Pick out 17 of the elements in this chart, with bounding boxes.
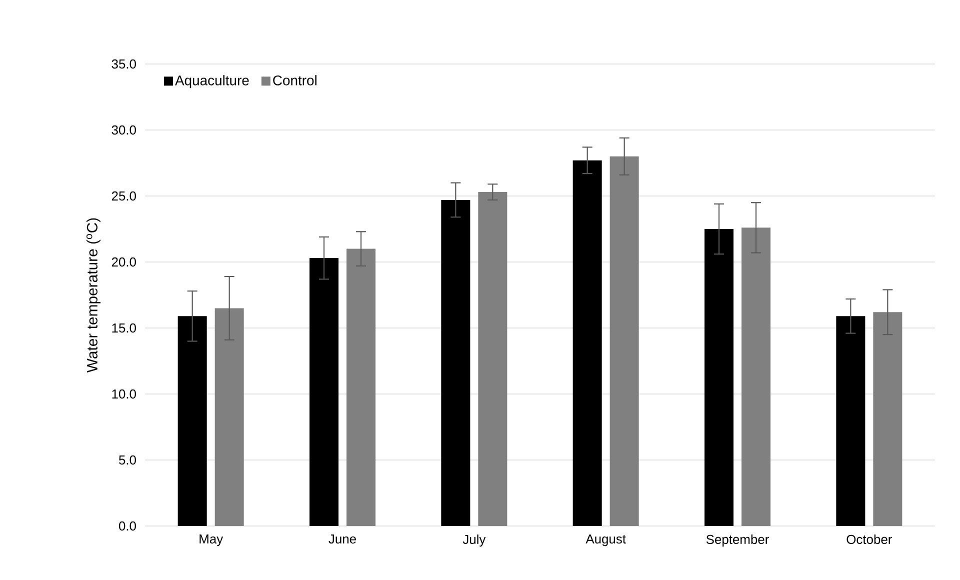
x-tick-label: June [328, 534, 356, 544]
y-tick-label: 10.0 [112, 389, 136, 399]
x-tick-label: July [462, 534, 486, 547]
y-tick-label: 25.0 [112, 191, 136, 201]
x-tick-label: September [706, 534, 769, 547]
y-tick-label: 5.0 [118, 455, 136, 465]
legend-label: Aquaculture [175, 75, 249, 88]
x-tick-label: May [200, 534, 224, 546]
x-tick-label: August [586, 534, 626, 546]
y-tick-label: 35.0 [112, 59, 136, 69]
x-tick-label: October [846, 534, 892, 544]
y-tick-label: 0.0 [118, 521, 136, 531]
y-tick-label: 30.0 [112, 125, 136, 135]
legend-label: Control [273, 75, 316, 86]
y-tick-label: 15.0 [112, 323, 136, 333]
y-axis-title: Water temperature ($^{o}$C) [86, 218, 100, 373]
y-tick-label: 20.0 [112, 257, 136, 267]
